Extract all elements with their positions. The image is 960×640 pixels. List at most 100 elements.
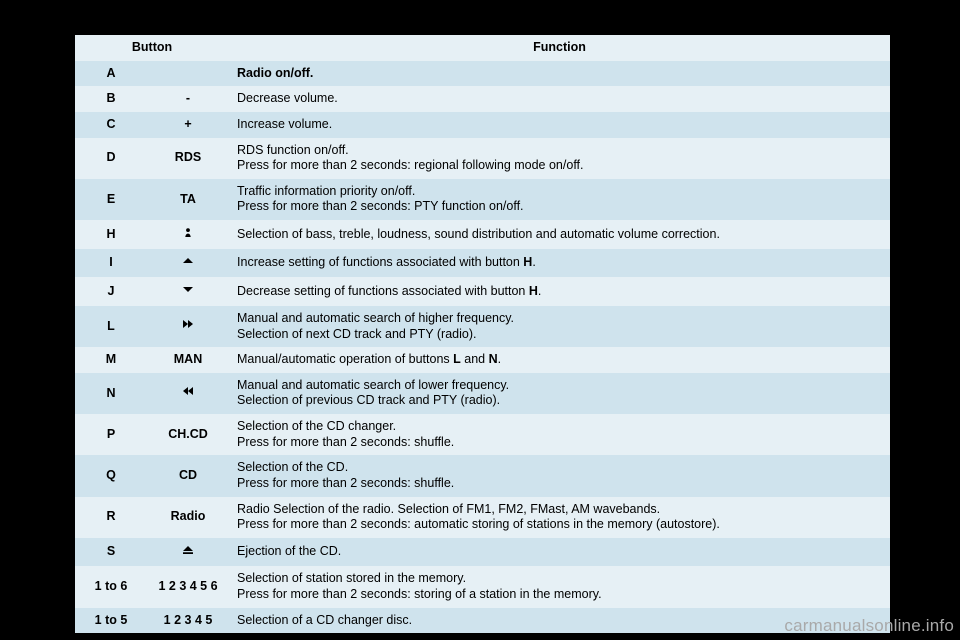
table-row: DRDSRDS function on/off.Press for more t… bbox=[75, 138, 890, 179]
function-text: Press for more than 2 seconds: shuffle. bbox=[237, 435, 454, 449]
table-row: S Ejection of the CD. bbox=[75, 538, 890, 567]
function-cell: Increase volume. bbox=[229, 112, 890, 138]
table-row: RRadio Radio Selection of the radio. Sele… bbox=[75, 497, 890, 538]
symbol-cell: RDS bbox=[147, 138, 229, 179]
function-cell: Selection of bass, treble, loudness, sou… bbox=[229, 220, 890, 249]
function-text: Selection of next CD track and PTY (radi… bbox=[237, 327, 476, 341]
function-cell: Radio Selection of the radio. Selection … bbox=[229, 497, 890, 538]
table-row: N Manual and automatic search of lower fr… bbox=[75, 373, 890, 414]
function-text: Selection of the CD changer. bbox=[237, 419, 396, 433]
symbol-cell bbox=[147, 373, 229, 414]
person-icon bbox=[181, 225, 195, 244]
function-text: H bbox=[523, 255, 532, 269]
table-row: A Radio on/off. bbox=[75, 61, 890, 87]
function-text: L bbox=[453, 352, 461, 366]
down-icon bbox=[181, 282, 195, 301]
function-cell: Increase setting of functions associated… bbox=[229, 249, 890, 278]
page: ButtonFunctionARadio on/off.B-Decrease v… bbox=[75, 35, 890, 633]
button-cell: B bbox=[75, 86, 147, 112]
function-cell: Selection of station stored in the memor… bbox=[229, 566, 890, 607]
function-text: H bbox=[529, 284, 538, 298]
function-cell: Radio on/off. bbox=[229, 61, 890, 87]
button-cell: N bbox=[75, 373, 147, 414]
function-text: Press for more than 2 seconds: PTY funct… bbox=[237, 199, 524, 213]
function-text: Decrease volume. bbox=[237, 91, 338, 105]
symbol-cell bbox=[147, 306, 229, 347]
watermark: carmanualsonline.info bbox=[784, 616, 954, 636]
function-text: Selection of station stored in the memor… bbox=[237, 571, 466, 585]
table-row: MMANManual/automatic operation of button… bbox=[75, 347, 890, 373]
function-cell: Traffic information priority on/off.Pres… bbox=[229, 179, 890, 220]
eject-icon bbox=[181, 543, 195, 562]
table-row: H Selection of bass, treble, loudness, so… bbox=[75, 220, 890, 249]
table-row: C+ Increase volume. bbox=[75, 112, 890, 138]
symbol-cell: CD bbox=[147, 455, 229, 496]
table-header: ButtonFunction bbox=[75, 35, 890, 61]
button-function-table: ButtonFunctionARadio on/off.B-Decrease v… bbox=[75, 35, 890, 633]
function-text: and bbox=[461, 352, 489, 366]
function-text: Traffic information priority on/off. bbox=[237, 184, 415, 198]
symbol-cell: 1 2 3 4 5 6 bbox=[147, 566, 229, 607]
symbol-cell: Radio bbox=[147, 497, 229, 538]
symbol-cell bbox=[147, 277, 229, 306]
function-text: Radio Selection of the radio. Selection … bbox=[237, 502, 660, 516]
function-text: Manual and automatic search of higher fr… bbox=[237, 311, 514, 325]
function-text: Selection of a CD changer disc. bbox=[237, 613, 412, 627]
function-text: RDS function on/off. bbox=[237, 143, 349, 157]
header-function: Function bbox=[229, 35, 890, 61]
button-cell: 1 to 6 bbox=[75, 566, 147, 607]
table-row: B-Decrease volume. bbox=[75, 86, 890, 112]
table-row: L Manual and automatic search of higher f… bbox=[75, 306, 890, 347]
symbol-cell bbox=[147, 538, 229, 567]
button-cell: P bbox=[75, 414, 147, 455]
button-cell: A bbox=[75, 61, 147, 87]
function-text: Selection of the CD. bbox=[237, 460, 348, 474]
button-cell: E bbox=[75, 179, 147, 220]
function-cell: Decrease volume. bbox=[229, 86, 890, 112]
button-cell: Q bbox=[75, 455, 147, 496]
table-row: 1 to 61 2 3 4 5 6 Selection of station st… bbox=[75, 566, 890, 607]
table-row: QCDSelection of the CD.Press for more th… bbox=[75, 455, 890, 496]
button-cell: J bbox=[75, 277, 147, 306]
function-text: Ejection of the CD. bbox=[237, 544, 341, 558]
function-text: Selection of previous CD track and PTY (… bbox=[237, 393, 500, 407]
function-cell: RDS function on/off.Press for more than … bbox=[229, 138, 890, 179]
table-row: I Increase setting of functions associate… bbox=[75, 249, 890, 278]
button-cell: H bbox=[75, 220, 147, 249]
function-cell: Ejection of the CD. bbox=[229, 538, 890, 567]
header-button: Button bbox=[75, 35, 229, 61]
symbol-cell: MAN bbox=[147, 347, 229, 373]
function-cell: Decrease setting of functions associated… bbox=[229, 277, 890, 306]
function-text: . bbox=[532, 255, 535, 269]
up-icon bbox=[181, 254, 195, 273]
button-cell: I bbox=[75, 249, 147, 278]
function-text: . bbox=[498, 352, 501, 366]
button-cell: R bbox=[75, 497, 147, 538]
symbol-cell: + bbox=[147, 112, 229, 138]
symbol-cell: 1 2 3 4 5 bbox=[147, 608, 229, 634]
function-text: Increase setting of functions associated… bbox=[237, 255, 523, 269]
function-text: Selection of bass, treble, loudness, sou… bbox=[237, 227, 720, 241]
function-text: Decrease setting of functions associated… bbox=[237, 284, 529, 298]
function-text: Increase volume. bbox=[237, 117, 332, 131]
symbol-cell bbox=[147, 220, 229, 249]
function-cell: Selection of the CD.Press for more than … bbox=[229, 455, 890, 496]
button-cell: 1 to 5 bbox=[75, 608, 147, 634]
symbol-cell bbox=[147, 61, 229, 87]
symbol-cell: CH.CD bbox=[147, 414, 229, 455]
table-row: J Decrease setting of functions associate… bbox=[75, 277, 890, 306]
function-cell: Selection of the CD changer. Press for mo… bbox=[229, 414, 890, 455]
function-text: . bbox=[538, 284, 541, 298]
symbol-cell: TA bbox=[147, 179, 229, 220]
function-text: Press for more than 2 seconds: regional … bbox=[237, 158, 584, 172]
button-cell: L bbox=[75, 306, 147, 347]
function-cell: Manual/automatic operation of buttons L … bbox=[229, 347, 890, 373]
function-text: N bbox=[489, 352, 498, 366]
button-cell: C bbox=[75, 112, 147, 138]
function-text: Manual and automatic search of lower fre… bbox=[237, 378, 509, 392]
table-row: 1 to 51 2 3 4 5 Selection of a CD changer… bbox=[75, 608, 890, 634]
button-cell: S bbox=[75, 538, 147, 567]
function-cell: Manual and automatic search of higher fr… bbox=[229, 306, 890, 347]
rwd-icon bbox=[181, 384, 195, 403]
function-text: Manual/automatic operation of buttons bbox=[237, 352, 453, 366]
